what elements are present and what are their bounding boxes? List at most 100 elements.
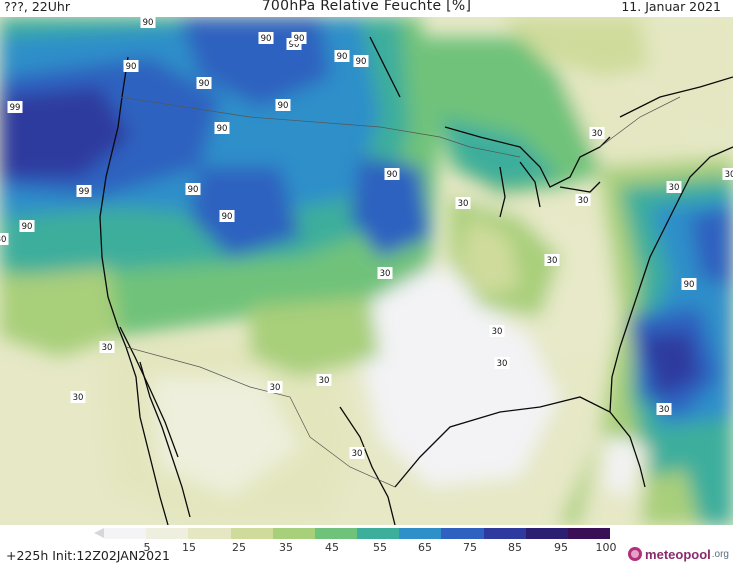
legend-tick-label: 5	[143, 541, 151, 554]
legend-low-arrow	[94, 528, 104, 538]
contour-label-box	[214, 122, 230, 134]
legend-tick-label: 65	[418, 541, 432, 554]
contour-label-box	[275, 99, 291, 111]
contour-label-box	[455, 197, 471, 209]
contour-label: 90	[188, 185, 199, 195]
legend-swatch	[567, 528, 611, 539]
contour-label-box	[258, 32, 274, 44]
borders	[119, 96, 681, 488]
contour-label-box	[681, 278, 697, 290]
contour-label: 90	[337, 52, 348, 62]
contour-label: 30	[319, 376, 330, 386]
contour-label: 30	[547, 256, 558, 266]
contour-label-box	[589, 127, 605, 139]
contour-label-box	[185, 183, 201, 195]
meteopool-logo[interactable]: meteopool .org	[628, 544, 729, 564]
contour-label: 30	[725, 170, 733, 180]
humidity-map: 9090909090909090909099999090909030303030…	[0, 17, 733, 525]
forecast-run-info: +225h Init:12Z02JAN2021	[6, 548, 170, 563]
contour-label-box	[123, 60, 139, 72]
contour-label-box	[196, 77, 212, 89]
legend-swatch	[441, 528, 484, 539]
contour-label-box	[291, 32, 307, 44]
legend-swatch	[230, 528, 274, 539]
logo-drop-icon	[628, 547, 643, 561]
legend-swatch	[314, 528, 358, 539]
contour-label: 30	[492, 327, 503, 337]
contour-label: 30	[380, 269, 391, 279]
legend-swatch	[399, 528, 442, 539]
contour-label-box	[19, 220, 35, 232]
legend-swatch	[525, 528, 569, 539]
contour-label: 30	[497, 359, 508, 369]
contour-label: 90	[222, 212, 233, 222]
contour-label-box	[575, 194, 591, 206]
contour-label-box	[0, 233, 9, 245]
legend-tick-label: 35	[279, 541, 293, 554]
contour-label-box	[219, 210, 235, 222]
legend-tick-label: 15	[182, 541, 196, 554]
legend-tick-label: 75	[463, 541, 477, 554]
legend-tick-label: 45	[325, 541, 339, 554]
legend-swatch	[357, 528, 400, 539]
contour-label-box	[666, 181, 682, 193]
contour-label: 30	[0, 235, 6, 245]
legend-swatch	[272, 528, 316, 539]
contour-label-box	[353, 55, 369, 67]
contour-label: 90	[684, 280, 695, 290]
contour-label: 90	[22, 222, 33, 232]
contour-label: 30	[592, 129, 603, 139]
contour-label: 30	[352, 449, 363, 459]
legend-swatch	[483, 528, 527, 539]
logo-suffix-text: .org	[711, 548, 729, 560]
contour-label: 30	[458, 199, 469, 209]
contour-label: 90	[217, 124, 228, 134]
contour-label-box	[349, 447, 365, 459]
contour-label-box	[544, 254, 560, 266]
contour-label-box	[76, 185, 92, 197]
legend-tick-label: 100	[595, 541, 617, 554]
legend-tick-label: 95	[554, 541, 568, 554]
contour-label-box	[377, 267, 393, 279]
legend-tick-label: 55	[373, 541, 387, 554]
contour-label: 90	[289, 40, 300, 50]
legend-tick-label: 85	[508, 541, 522, 554]
contour-label: 90	[356, 57, 367, 67]
contour-label-box	[267, 381, 283, 393]
contour-label-box	[384, 168, 400, 180]
contour-label: 99	[10, 103, 21, 113]
contour-label: 30	[669, 183, 680, 193]
contour-label-box	[99, 341, 115, 353]
contour-label: 90	[278, 101, 289, 111]
contour-label-box	[140, 17, 156, 28]
legend-swatch	[188, 528, 231, 539]
contour-label: 30	[73, 393, 84, 403]
contour-label: 90	[143, 18, 154, 28]
contour-label: 90	[261, 34, 272, 44]
contour-label-box	[316, 374, 332, 386]
contour-label: 30	[659, 405, 670, 415]
contour-label-box	[489, 325, 505, 337]
contour-label: 90	[387, 170, 398, 180]
contour-label-box	[722, 168, 733, 180]
legend-swatch	[146, 528, 189, 539]
contour-label-box	[494, 357, 510, 369]
contour-label: 90	[199, 79, 210, 89]
legend-swatch	[104, 528, 147, 539]
map-title: 700hPa Relative Feuchte [%]	[261, 0, 472, 14]
run-day-label: ???, 22Uhr	[4, 0, 70, 14]
contour-label-box	[7, 101, 23, 113]
contour-label: 30	[102, 343, 113, 353]
contour-label: 30	[270, 383, 281, 393]
legend-tick-label: 25	[232, 541, 246, 554]
contour-label-box	[70, 391, 86, 403]
humidity-field	[0, 17, 733, 525]
contour-label: 30	[578, 196, 589, 206]
contour-label: 99	[79, 187, 90, 197]
contour-label: 90	[126, 62, 137, 72]
valid-date: 11. Januar 2021	[621, 0, 721, 14]
logo-main-text: meteopool	[645, 546, 711, 562]
contour-label-box	[334, 50, 350, 62]
contour-label-box	[656, 403, 672, 415]
contour-label: 90	[294, 34, 305, 44]
